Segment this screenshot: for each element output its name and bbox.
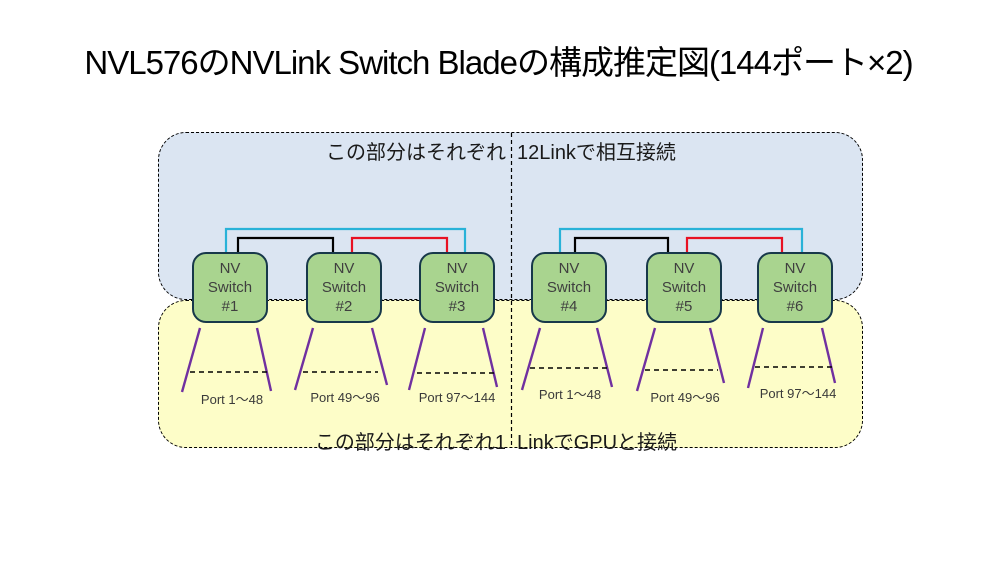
gpu-link-line [595,327,614,388]
gpu-caption-left: この部分はそれぞれ1 [314,432,506,454]
port-range-label: Port 97～144 [759,386,837,401]
nvlink-black-left [236,236,335,253]
port-range-label: Port 1～48 [200,392,264,407]
nv-switch-6-label: NV Switch #6 [772,260,818,315]
port-range-label: Port 1～48 [538,387,602,402]
nvlink-cyan-right [558,227,804,253]
nv-switch-6: NV Switch #6 [757,252,833,323]
gpu-caption-right: LinkでGPUと接続 [517,432,678,454]
nv-switch-3-label: NV Switch #3 [434,260,480,315]
nvlink-black-right [573,236,670,253]
interconnect-region [158,132,863,300]
nv-switch-2-label: NV Switch #2 [321,260,367,315]
nv-switch-4-label: NV Switch #4 [546,260,592,315]
nvlink-red-left [350,236,449,253]
gpu-region [158,300,863,448]
port-range-label: Port 97～144 [418,390,496,405]
slide-title: NVL576のNVLink Switch Bladeの構成推定図(144ポート×… [84,44,913,81]
nv-switch-3: NV Switch #3 [419,252,495,323]
gpu-link-line [708,327,726,384]
port-range-label: Port 49～96 [310,390,380,405]
nv-switch-4: NV Switch #4 [531,252,607,323]
interconnect-caption-right: 12Linkで相互接続 [517,142,676,164]
gpu-link-line [481,327,499,388]
gpu-link-line [370,327,389,386]
gpu-link-line [820,327,837,384]
nv-switch-2: NV Switch #2 [306,252,382,323]
nvlink-cyan-left [224,227,467,253]
gpu-link-line [255,327,273,392]
gpu-link-line [407,327,427,391]
gpu-link-line [180,327,202,393]
nv-switch-1-label: NV Switch #1 [207,260,253,315]
gpu-link-line [635,327,657,392]
gpu-link-line [520,327,542,391]
nv-switch-1: NV Switch #1 [192,252,268,323]
nvlink-red-right [685,236,784,253]
port-range-label: Port 49～96 [650,390,720,405]
interconnect-caption-left: この部分はそれぞれ [326,142,506,164]
gpu-link-line [293,327,315,391]
nv-switch-5-label: NV Switch #5 [661,260,707,315]
nv-switch-5: NV Switch #5 [646,252,722,323]
gpu-link-line [746,327,765,389]
